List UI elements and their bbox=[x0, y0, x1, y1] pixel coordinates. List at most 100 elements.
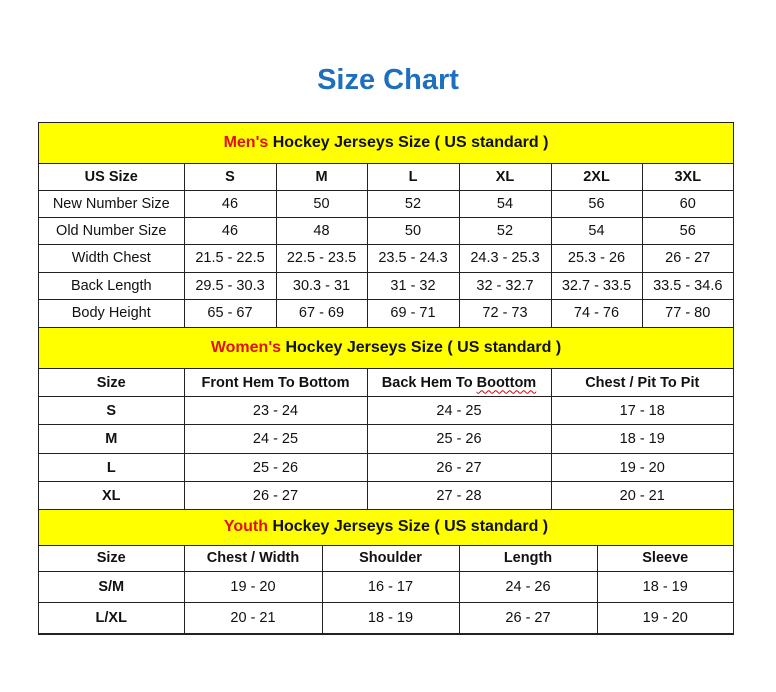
column-header: Size bbox=[39, 368, 185, 397]
table-row: S/M 19 - 20 16 - 17 24 - 26 18 - 19 bbox=[39, 570, 733, 603]
table-cell: 26 - 27 bbox=[458, 601, 598, 634]
spellcheck-word: Boottom bbox=[476, 374, 537, 391]
table-cell: 25.3 - 26 bbox=[550, 243, 643, 273]
table-cell: 67 - 69 bbox=[275, 298, 368, 328]
table-cell: 25 - 26 bbox=[366, 424, 552, 454]
table-cell: 16 - 17 bbox=[321, 570, 460, 603]
row-label: Old Number Size bbox=[39, 216, 185, 245]
table-cell: 30.3 - 31 bbox=[275, 271, 368, 300]
row-label: XL bbox=[39, 481, 185, 510]
row-label: L/XL bbox=[39, 601, 185, 634]
table-cell: 26 - 27 bbox=[366, 453, 552, 482]
row-label: S/M bbox=[39, 570, 185, 603]
table-cell: 60 bbox=[641, 189, 733, 218]
row-label: S bbox=[39, 396, 185, 425]
table-cell: 56 bbox=[550, 189, 643, 218]
table-cell: 18 - 19 bbox=[321, 601, 460, 634]
table-cell: 50 bbox=[275, 189, 368, 218]
table-cell: 54 bbox=[458, 189, 552, 218]
header-row: Size Front Hem To Bottom Back Hem To Boott… bbox=[39, 368, 733, 397]
table-cell: 23.5 - 24.3 bbox=[366, 243, 460, 273]
spellcheck-underlined-header: Back Hem To Boottom bbox=[381, 374, 537, 391]
table-row: Width Chest 21.5 - 22.5 22.5 - 23.5 23.5 - … bbox=[39, 243, 733, 273]
table-row: New Number Size 46 50 52 54 56 60 bbox=[39, 189, 733, 218]
table-cell: 24 - 25 bbox=[183, 424, 368, 454]
header-row: US Size S M L XL 2XL 3XL bbox=[39, 162, 733, 191]
row-label: Back Length bbox=[39, 271, 185, 300]
table-row: L/XL 20 - 21 18 - 19 26 - 27 19 - 20 bbox=[39, 601, 733, 634]
table-cell: 24 - 26 bbox=[458, 570, 598, 603]
column-header: S bbox=[183, 162, 277, 191]
table-cell: 19 - 20 bbox=[550, 453, 733, 482]
table-cell: 32 - 32.7 bbox=[458, 271, 552, 300]
column-header: L bbox=[366, 162, 460, 191]
table-cell: 77 - 80 bbox=[641, 298, 733, 328]
table-cell: 52 bbox=[366, 189, 460, 218]
table-cell: 46 bbox=[183, 189, 277, 218]
table-row: M 24 - 25 25 - 26 18 - 19 bbox=[39, 424, 733, 454]
column-header: 2XL bbox=[550, 162, 643, 191]
youth-size-table: Youth Hockey Jerseys Size ( US standard … bbox=[39, 510, 733, 634]
column-header: 3XL bbox=[641, 162, 733, 191]
table-cell: 26 - 27 bbox=[641, 243, 733, 273]
table-row: Body Height 65 - 67 67 - 69 69 - 71 72 - 73 7… bbox=[39, 298, 733, 328]
table-cell: 20 - 21 bbox=[183, 601, 323, 634]
table-cell: 22.5 - 23.5 bbox=[275, 243, 368, 273]
column-header: Length bbox=[458, 544, 598, 572]
table-cell: 18 - 19 bbox=[596, 570, 733, 603]
table-cell: 19 - 20 bbox=[183, 570, 323, 603]
size-chart: Men's Hockey Jerseys Size ( US standard … bbox=[38, 122, 734, 635]
table-cell: 18 - 19 bbox=[550, 424, 733, 454]
table-row: XL 26 - 27 27 - 28 20 - 21 bbox=[39, 481, 733, 510]
table-cell: 69 - 71 bbox=[366, 298, 460, 328]
table-cell: 27 - 28 bbox=[366, 481, 552, 510]
column-header: Shoulder bbox=[321, 544, 460, 572]
men-section-heading: Men's Hockey Jerseys Size ( US standard … bbox=[39, 123, 733, 164]
table-cell: 46 bbox=[183, 216, 277, 245]
table-cell: 21.5 - 22.5 bbox=[183, 243, 277, 273]
row-label: Width Chest bbox=[39, 243, 185, 273]
table-cell: 31 - 32 bbox=[366, 271, 460, 300]
column-header: Size bbox=[39, 544, 185, 572]
row-label: Body Height bbox=[39, 298, 185, 328]
youth-section-heading: Youth Hockey Jerseys Size ( US standard … bbox=[39, 510, 733, 546]
table-cell: 23 - 24 bbox=[183, 396, 368, 425]
table-cell: 32.7 - 33.5 bbox=[550, 271, 643, 300]
column-header: Chest / Pit To Pit bbox=[550, 368, 733, 397]
row-label: L bbox=[39, 453, 185, 482]
row-label: New Number Size bbox=[39, 189, 185, 218]
header-row: Size Chest / Width Shoulder Length Sleeve bbox=[39, 544, 733, 572]
table-cell: 50 bbox=[366, 216, 460, 245]
column-header: Front Hem To Bottom bbox=[183, 368, 368, 397]
men-size-table: Men's Hockey Jerseys Size ( US standard … bbox=[39, 123, 733, 328]
table-cell: 25 - 26 bbox=[183, 453, 368, 482]
table-cell: 56 bbox=[641, 216, 733, 245]
table-cell: 17 - 18 bbox=[550, 396, 733, 425]
column-header: Sleeve bbox=[596, 544, 733, 572]
table-cell: 24.3 - 25.3 bbox=[458, 243, 552, 273]
table-cell: 52 bbox=[458, 216, 552, 245]
row-label: M bbox=[39, 424, 185, 454]
column-header: Back Hem To Boottom bbox=[366, 368, 552, 397]
table-row: Back Length 29.5 - 30.3 30.3 - 31 31 - 32 32… bbox=[39, 271, 733, 300]
column-header: M bbox=[275, 162, 368, 191]
table-cell: 33.5 - 34.6 bbox=[641, 271, 733, 300]
table-row: S 23 - 24 24 - 25 17 - 18 bbox=[39, 396, 733, 425]
table-row: Old Number Size 46 48 50 52 54 56 bbox=[39, 216, 733, 245]
table-row: L 25 - 26 26 - 27 19 - 20 bbox=[39, 453, 733, 482]
table-cell: 48 bbox=[275, 216, 368, 245]
table-cell: 72 - 73 bbox=[458, 298, 552, 328]
table-cell: 54 bbox=[550, 216, 643, 245]
column-header: XL bbox=[458, 162, 552, 191]
table-cell: 74 - 76 bbox=[550, 298, 643, 328]
table-cell: 29.5 - 30.3 bbox=[183, 271, 277, 300]
page-title: Size Chart bbox=[317, 64, 459, 96]
table-cell: 26 - 27 bbox=[183, 481, 368, 510]
column-header: Chest / Width bbox=[183, 544, 323, 572]
women-section-heading: Women's Hockey Jerseys Size ( US standar… bbox=[39, 327, 733, 369]
column-header: US Size bbox=[39, 162, 185, 191]
women-size-table: Women's Hockey Jerseys Size ( US standar… bbox=[39, 327, 733, 510]
table-cell: 20 - 21 bbox=[550, 481, 733, 510]
table-cell: 65 - 67 bbox=[183, 298, 277, 328]
table-cell: 24 - 25 bbox=[366, 396, 552, 425]
